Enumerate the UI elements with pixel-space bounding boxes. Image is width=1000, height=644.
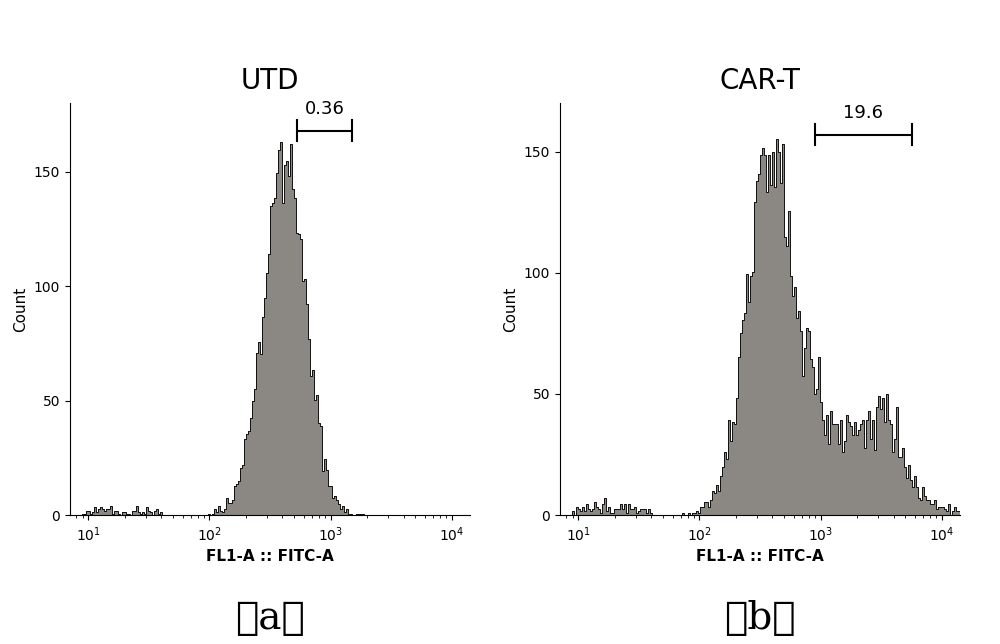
Text: （b）: （b） [724,600,796,637]
X-axis label: FL1-A :: FITC-A: FL1-A :: FITC-A [206,549,334,564]
Polygon shape [70,142,470,515]
X-axis label: FL1-A :: FITC-A: FL1-A :: FITC-A [696,549,824,564]
Y-axis label: Count: Count [13,287,28,332]
Title: CAR-T: CAR-T [720,67,800,95]
Text: （a）: （a） [235,600,305,637]
Title: UTD: UTD [241,67,299,95]
Y-axis label: Count: Count [503,287,518,332]
Text: 19.6: 19.6 [843,104,883,122]
Polygon shape [560,139,960,515]
Text: 0.36: 0.36 [305,100,344,118]
